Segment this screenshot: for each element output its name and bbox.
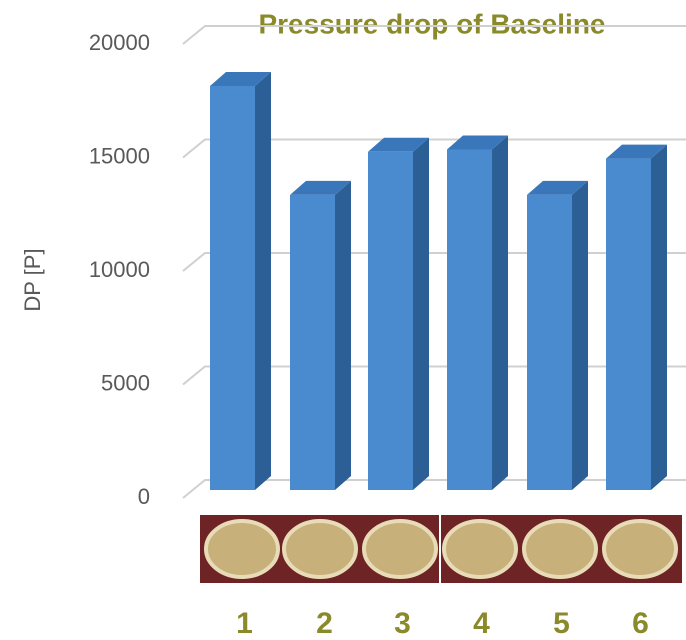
grid-line bbox=[182, 479, 686, 499]
x-tick-label: 6 bbox=[632, 607, 649, 640]
x-tick-label: 4 bbox=[473, 607, 490, 640]
bar-side bbox=[572, 180, 588, 490]
bar-side bbox=[413, 137, 429, 490]
y-tick-label: 15000 bbox=[89, 143, 150, 168]
bar-top bbox=[527, 180, 588, 195]
x-tick-label: 1 bbox=[236, 607, 253, 640]
bar bbox=[606, 158, 651, 490]
bar-top bbox=[606, 144, 667, 159]
x-tick-label: 5 bbox=[553, 607, 570, 640]
bar-top bbox=[210, 71, 271, 86]
y-tick-label: 5000 bbox=[101, 370, 150, 395]
chart-title: Pressure drop of Baseline bbox=[258, 8, 605, 39]
y-tick-label: 10000 bbox=[89, 257, 150, 282]
bar bbox=[368, 151, 413, 490]
bar-side bbox=[651, 144, 667, 490]
y-tick-label: 20000 bbox=[89, 30, 150, 55]
bar bbox=[527, 194, 572, 490]
grid-line bbox=[182, 252, 686, 272]
bar-top bbox=[447, 135, 508, 150]
x-tick-label: 2 bbox=[316, 607, 333, 640]
grid-line bbox=[182, 365, 686, 386]
grid-line bbox=[182, 25, 686, 45]
bar-side bbox=[335, 180, 351, 490]
bar-top bbox=[290, 180, 351, 195]
bar-side bbox=[255, 71, 271, 490]
bar-side bbox=[492, 135, 508, 490]
y-axis-label: DP [P] bbox=[20, 248, 45, 311]
bar-top bbox=[368, 137, 429, 152]
well-plate-photo bbox=[200, 515, 682, 583]
grid-line bbox=[182, 138, 686, 159]
bar bbox=[210, 85, 255, 490]
bar bbox=[447, 149, 492, 490]
x-tick-label: 3 bbox=[394, 607, 411, 640]
y-tick-label: 0 bbox=[138, 484, 150, 509]
bar bbox=[290, 194, 335, 490]
